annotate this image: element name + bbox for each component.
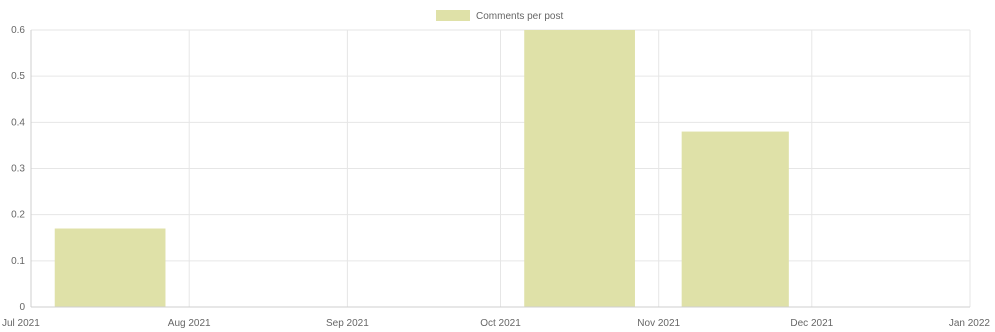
y-tick-label-1: 0.1 bbox=[11, 256, 25, 267]
legend[interactable]: Comments per post bbox=[436, 10, 563, 22]
x-tick-label-5: Dec 2021 bbox=[790, 318, 833, 329]
bar-2021-11-01[interactable] bbox=[681, 131, 789, 307]
bars bbox=[54, 30, 789, 307]
x-tick-label-3: Oct 2021 bbox=[480, 318, 521, 329]
axes bbox=[30, 30, 970, 308]
y-tick-label-5: 0.5 bbox=[11, 71, 25, 82]
tick-labels: 0 0.1 0.2 0.3 0.4 0.5 0.6 Jul 2021 Aug 2021 Sep 2… bbox=[2, 25, 990, 329]
grid-lines bbox=[30, 29, 971, 308]
y-tick-label-2: 0.2 bbox=[11, 210, 25, 221]
x-tick-label-6: Jan 2022 bbox=[949, 318, 991, 329]
x-tick-label-0: Jul 2021 bbox=[2, 318, 40, 329]
y-tick-label-3: 0.3 bbox=[11, 164, 25, 175]
y-tick-label-6: 0.6 bbox=[11, 25, 25, 36]
legend-label-comments-per-post[interactable]: Comments per post bbox=[476, 11, 563, 22]
bar-2021-07-01[interactable] bbox=[54, 228, 166, 307]
x-tick-label-4: Nov 2021 bbox=[637, 318, 680, 329]
bar-2021-10-01[interactable] bbox=[524, 30, 635, 307]
legend-swatch-comments-per-post[interactable] bbox=[436, 10, 470, 21]
x-tick-label-1: Aug 2021 bbox=[168, 318, 211, 329]
y-tick-label-0: 0 bbox=[19, 302, 25, 313]
x-tick-label-2: Sep 2021 bbox=[326, 318, 369, 329]
y-tick-label-4: 0.4 bbox=[11, 117, 25, 128]
